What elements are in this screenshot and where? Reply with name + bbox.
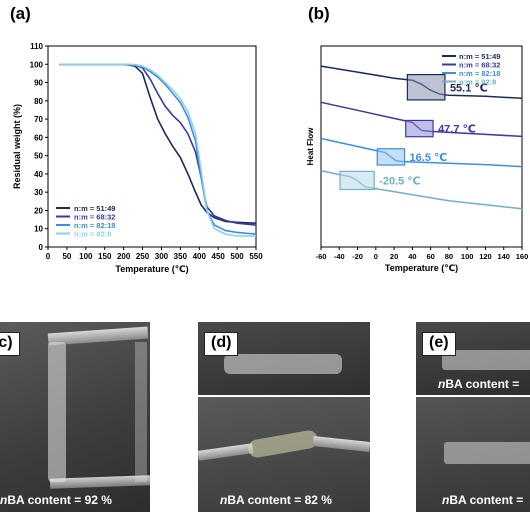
y-tick-label: 40 xyxy=(34,170,43,179)
tg-label: 55.1 ℃ xyxy=(450,82,488,94)
y-tick-label: 60 xyxy=(34,133,43,142)
photo-caption-e-bottom: nBA content = xyxy=(442,493,524,507)
panel-label-a: (a) xyxy=(10,4,31,23)
y-axis-label: Residual weight (%) xyxy=(12,104,22,189)
photo-caption-c: nBA content = 92 % xyxy=(0,493,112,507)
x-tick-label: 60 xyxy=(426,252,434,261)
panel-label-b: (b) xyxy=(308,4,330,23)
y-tick-label: 110 xyxy=(30,42,43,51)
sample-strip xyxy=(48,342,66,482)
tweezer-shape-d-right xyxy=(312,436,370,452)
y-tick-label: 70 xyxy=(34,115,43,124)
x-tick-label: 160 xyxy=(516,252,529,261)
legend-entry: n:m = 92:8 xyxy=(459,78,496,87)
x-axis-label: Temperature (℃) xyxy=(385,263,458,273)
photo-label-c: (c) xyxy=(0,332,20,356)
legend-entry: n:m = 68:32 xyxy=(459,61,500,70)
x-tick-label: -60 xyxy=(316,252,327,261)
photo-e-bottom xyxy=(416,397,530,512)
tg-highlight-box xyxy=(376,148,406,166)
tg-highlight-box xyxy=(406,74,446,101)
photo-label-d: (d) xyxy=(204,332,239,356)
bent-sample xyxy=(246,429,320,459)
legend-entry: n:m = 51:49 xyxy=(459,52,500,61)
legend-entry: n:m = 68:32 xyxy=(74,213,115,222)
x-tick-label: 550 xyxy=(249,252,263,261)
x-tick-label: 400 xyxy=(193,252,207,261)
x-tick-label: 500 xyxy=(230,252,244,261)
torn-sample-top xyxy=(442,350,530,370)
photo-d-bottom xyxy=(198,397,370,512)
tg-label: 47.7 ℃ xyxy=(438,124,476,136)
x-tick-label: 50 xyxy=(62,252,71,261)
y-axis-label: Heat Flow xyxy=(306,127,315,166)
x-tick-label: 80 xyxy=(445,252,453,261)
x-tick-label: 350 xyxy=(174,252,188,261)
plot-frame xyxy=(47,45,257,248)
photo-c: (c) nBA content = 92 % xyxy=(0,322,150,512)
legend-entry: n:m = 82:18 xyxy=(74,221,115,230)
x-tick-label: 140 xyxy=(497,252,510,261)
x-tick-label: -20 xyxy=(352,252,363,261)
legend-entry: n:m = 82:18 xyxy=(459,69,500,78)
tg-highlight-box xyxy=(339,170,375,191)
x-tick-label: 150 xyxy=(98,252,112,261)
photo-label-e: (e) xyxy=(422,332,456,356)
photo-caption-d: nBA content = 82 % xyxy=(220,493,332,507)
x-tick-label: 300 xyxy=(155,252,169,261)
x-tick-label: 450 xyxy=(212,252,226,261)
legend-entry: n:m = 51:49 xyxy=(74,204,115,213)
x-tick-label: 250 xyxy=(136,252,150,261)
legend-entry: n:m = 92:8 xyxy=(74,230,111,239)
photo-e: (e) nBA content = nBA content = xyxy=(416,322,530,512)
torn-sample-bottom xyxy=(444,442,530,464)
x-tick-label: 100 xyxy=(461,252,474,261)
y-tick-label: 30 xyxy=(34,188,43,197)
series-line xyxy=(59,63,257,224)
dogbone-sample xyxy=(224,354,342,374)
x-tick-label: 100 xyxy=(79,252,93,261)
sample-strip-right xyxy=(135,342,147,482)
tga-chart: 0 50 100 150 200 250 300 350 400 450 500 550 0 10 20 30… xyxy=(12,42,263,274)
x-tick-label: 0 xyxy=(46,252,51,261)
y-tick-label: 50 xyxy=(34,152,43,161)
x-axis-label: Temperature (℃) xyxy=(115,264,188,274)
series-line xyxy=(59,63,256,237)
photo-caption-e-top: nBA content = xyxy=(438,377,520,391)
x-tick-label: 0 xyxy=(374,252,378,261)
dsc-chart: -60 -40 -20 0 20 40 60 80 100 120 140 160 Temperatur… xyxy=(306,45,529,273)
x-tick-label: -40 xyxy=(334,252,345,261)
x-tick-label: 20 xyxy=(390,252,398,261)
tg-label: -20.5 ℃ xyxy=(379,175,420,187)
x-tick-label: 200 xyxy=(117,252,131,261)
y-tick-label: 0 xyxy=(39,243,44,252)
tg-highlight-box xyxy=(405,119,434,138)
x-tick-label: 120 xyxy=(479,252,492,261)
photo-d: (d) nBA content = 82 % xyxy=(198,322,370,512)
y-tick-label: 100 xyxy=(30,60,44,69)
x-tick-label: 40 xyxy=(408,252,416,261)
y-tick-label: 10 xyxy=(34,225,43,234)
tweezer-shape-d xyxy=(198,443,254,461)
y-tick-label: 20 xyxy=(34,206,43,215)
y-tick-label: 90 xyxy=(34,79,43,88)
tg-label: 16.5 ℃ xyxy=(410,152,448,164)
plot-frame xyxy=(320,45,523,248)
y-tick-label: 80 xyxy=(34,97,43,106)
